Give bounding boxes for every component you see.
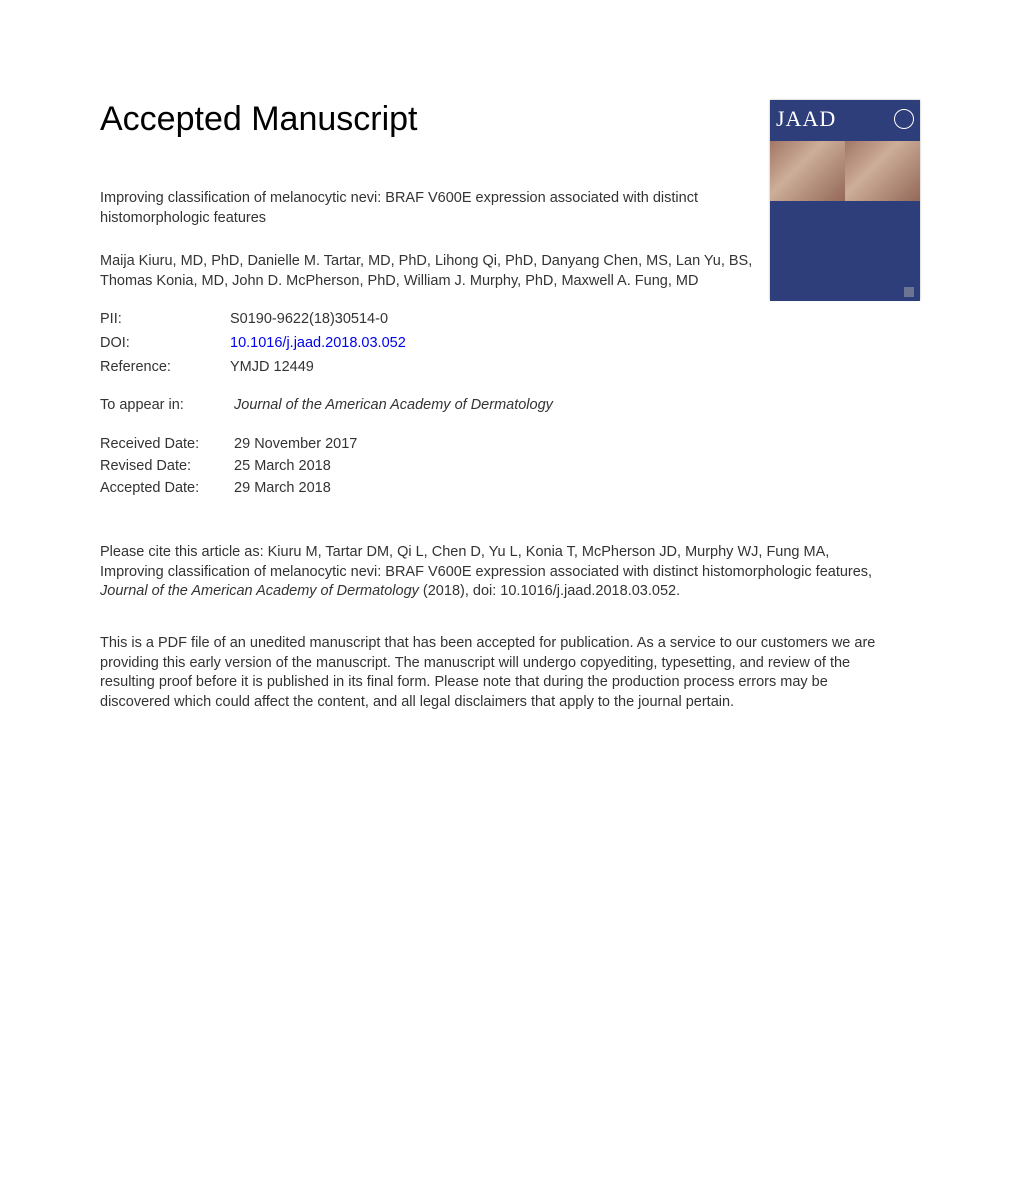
cover-body bbox=[770, 201, 920, 301]
doi-label: DOI: bbox=[100, 331, 230, 355]
cover-photo-left bbox=[770, 141, 845, 201]
received-label: Received Date: bbox=[100, 436, 230, 452]
to-appear-in: To appear in: Journal of the American Ac… bbox=[100, 397, 920, 413]
pii-label: PII: bbox=[100, 307, 230, 331]
reference-value: YMJD 12449 bbox=[230, 355, 406, 379]
revised-value: 25 March 2018 bbox=[234, 458, 331, 474]
accepted-date-row: Accepted Date: 29 March 2018 bbox=[100, 477, 920, 499]
cover-logo-text: JAAD bbox=[776, 106, 836, 132]
metadata-table: PII: S0190-9622(18)30514-0 DOI: 10.1016/… bbox=[100, 307, 406, 379]
received-value: 29 November 2017 bbox=[234, 436, 357, 452]
revised-date-row: Revised Date: 25 March 2018 bbox=[100, 455, 920, 477]
cover-seal-icon bbox=[894, 109, 914, 129]
dates-block: Received Date: 29 November 2017 Revised … bbox=[100, 433, 920, 499]
article-title: Improving classification of melanocytic … bbox=[100, 189, 760, 228]
cover-header: JAAD bbox=[770, 100, 920, 138]
cover-photo-right bbox=[845, 141, 920, 201]
pii-value: S0190-9622(18)30514-0 bbox=[230, 307, 406, 331]
pii-row: PII: S0190-9622(18)30514-0 bbox=[100, 307, 406, 331]
reference-label: Reference: bbox=[100, 355, 230, 379]
manuscript-page: JAAD Accepted Manuscript Improving class… bbox=[0, 0, 1020, 712]
reference-row: Reference: YMJD 12449 bbox=[100, 355, 406, 379]
doi-row: DOI: 10.1016/j.jaad.2018.03.052 bbox=[100, 331, 406, 355]
revised-label: Revised Date: bbox=[100, 458, 230, 474]
accepted-value: 29 March 2018 bbox=[234, 480, 331, 496]
to-appear-journal: Journal of the American Academy of Derma… bbox=[234, 397, 553, 413]
accepted-label: Accepted Date: bbox=[100, 480, 230, 496]
citation-suffix: (2018), doi: 10.1016/j.jaad.2018.03.052. bbox=[419, 583, 680, 599]
citation-block: Please cite this article as: Kiuru M, Ta… bbox=[100, 543, 880, 602]
citation-prefix: Please cite this article as: Kiuru M, Ta… bbox=[100, 544, 872, 580]
citation-journal: Journal of the American Academy of Derma… bbox=[100, 583, 419, 599]
disclaimer-text: This is a PDF file of an unedited manusc… bbox=[100, 634, 880, 712]
to-appear-label: To appear in: bbox=[100, 397, 230, 413]
publisher-mark-icon bbox=[904, 287, 914, 297]
cover-image bbox=[770, 141, 920, 201]
authors-list: Maija Kiuru, MD, PhD, Danielle M. Tartar… bbox=[100, 252, 760, 291]
journal-cover-thumbnail: JAAD bbox=[770, 100, 920, 300]
doi-link[interactable]: 10.1016/j.jaad.2018.03.052 bbox=[230, 335, 406, 351]
received-date-row: Received Date: 29 November 2017 bbox=[100, 433, 920, 455]
